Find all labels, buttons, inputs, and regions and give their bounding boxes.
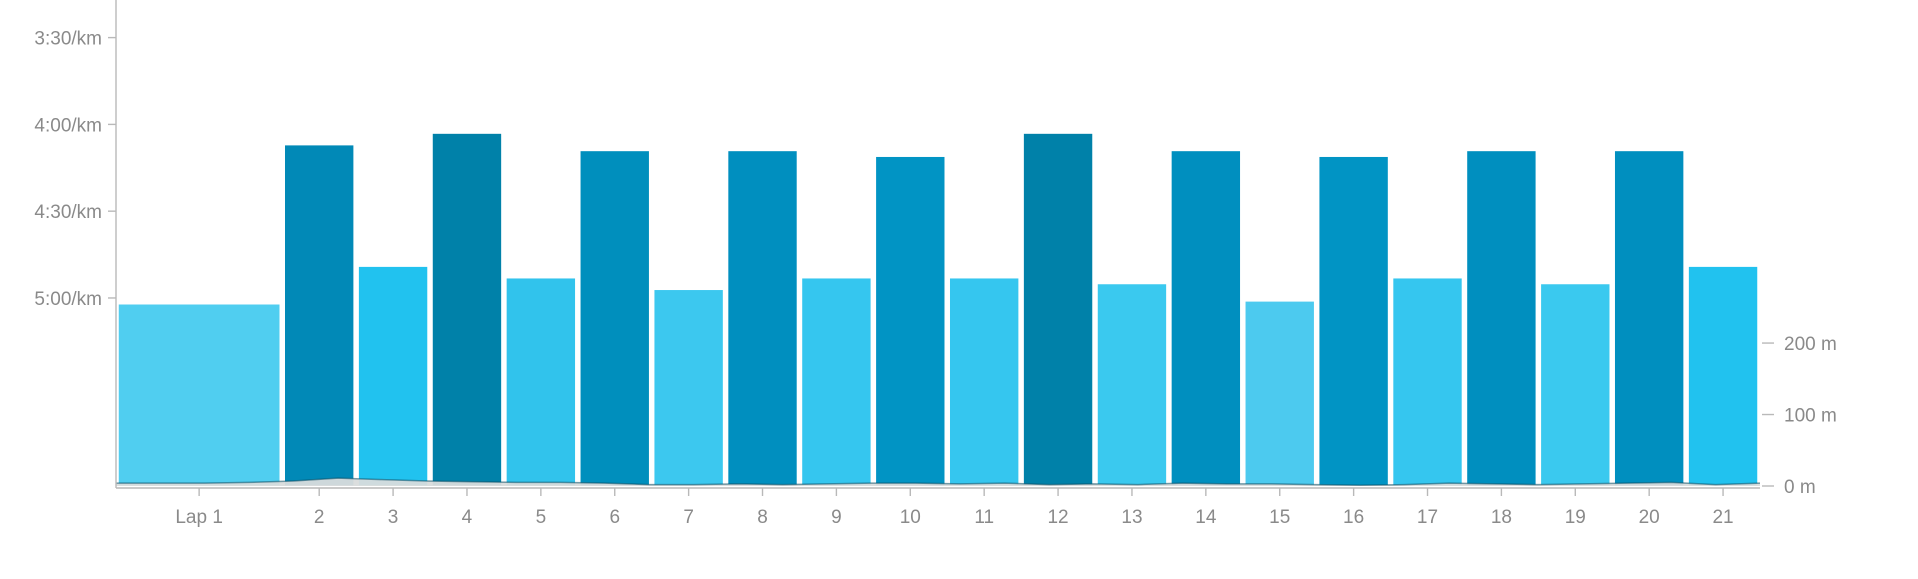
lap-bar-10[interactable]: 10 — 4:11/km xyxy=(874,155,946,487)
elevation-tick-label: 200 m xyxy=(1784,334,1837,355)
x-tick-label: 10 xyxy=(900,507,921,528)
lap-bar-5[interactable]: 5 — 4:53/km xyxy=(505,276,577,487)
axes-layer: 3:30/km 4:00/km 4:30/km 5:00/km 200 m 100 m 0 … xyxy=(34,0,1837,528)
lap-bar-9[interactable]: 9 — 4:53/km xyxy=(800,276,873,487)
x-tick-label: Lap 1 xyxy=(175,507,223,528)
lap-bar-lap-1[interactable]: Lap 1 — 5:02/km xyxy=(117,303,281,487)
lap-bar-11[interactable]: 11 — 4:53/km xyxy=(948,276,1020,487)
pace-tick-label: 4:30/km xyxy=(34,202,102,223)
x-tick-label: 7 xyxy=(683,507,694,528)
pace-tick-label: 3:30/km xyxy=(34,29,102,50)
elevation-tick-label: 100 m xyxy=(1784,406,1837,427)
x-tick-label: 17 xyxy=(1417,507,1438,528)
lap-bar-12[interactable]: 12 — 4:03/km xyxy=(1022,132,1094,487)
lap-bar-18[interactable]: 18 — 4:09/km xyxy=(1465,149,1538,487)
x-tick-label: 8 xyxy=(757,507,768,528)
lap-bar-3[interactable]: 3 — 4:49/km xyxy=(357,265,429,487)
x-tick-label: 6 xyxy=(609,507,620,528)
x-tick-label: 19 xyxy=(1565,507,1586,528)
lap-bar-13[interactable]: 13 — 4:55/km xyxy=(1096,282,1168,487)
pace-tick-label: 5:00/km xyxy=(34,289,102,310)
lap-bar-17[interactable]: 17 — 4:53/km xyxy=(1391,276,1464,487)
x-tick-label: 2 xyxy=(314,507,325,528)
x-tick-label: 4 xyxy=(462,507,473,528)
lap-bar-7[interactable]: 7 — 4:57/km xyxy=(652,288,725,487)
x-tick-label: 14 xyxy=(1195,507,1217,528)
lap-bar-8[interactable]: 8 — 4:09/km xyxy=(726,149,799,487)
lap-bar-14[interactable]: 14 — 4:09/km xyxy=(1170,149,1242,487)
x-tick-label: 3 xyxy=(388,507,399,528)
lap-bar-4[interactable]: 4 — 4:03/km xyxy=(431,132,503,487)
x-tick-label: 18 xyxy=(1491,507,1512,528)
elevation-profile-area xyxy=(116,478,1760,486)
x-tick-label: 15 xyxy=(1269,507,1290,528)
x-tick-label: 13 xyxy=(1121,507,1142,528)
x-tick-label: 16 xyxy=(1343,507,1364,528)
x-tick-label: 20 xyxy=(1639,507,1660,528)
elevation-profile-line xyxy=(116,477,1761,487)
elevation-tick-label: 0 m xyxy=(1784,477,1816,498)
lap-bar-6[interactable]: 6 — 4:09/km xyxy=(579,149,651,487)
x-tick-label: 9 xyxy=(831,507,842,528)
pace-tick-label: 4:00/km xyxy=(34,115,102,136)
lap-bar-21[interactable]: 21 — 4:49/km xyxy=(1687,265,1759,487)
x-tick-label: 21 xyxy=(1712,507,1733,528)
x-tick-label: 12 xyxy=(1047,507,1068,528)
lap-bar-16[interactable]: 16 — 4:11/km xyxy=(1317,155,1390,487)
lap-bar-19[interactable]: 19 — 4:55/km xyxy=(1539,282,1611,487)
x-tick-label: 11 xyxy=(974,507,994,528)
lap-bar-15[interactable]: 15 — 5:01/km xyxy=(1244,300,1316,487)
x-tick-label: 5 xyxy=(536,507,547,528)
lap-bar-2[interactable]: 2 — 4:07/km xyxy=(283,143,355,487)
bars-layer: Lap 1 — 5:02/km2 — 4:07/km3 — 4:49/km4 —… xyxy=(117,132,1759,487)
lap-bar-20[interactable]: 20 — 4:09/km xyxy=(1613,149,1685,487)
